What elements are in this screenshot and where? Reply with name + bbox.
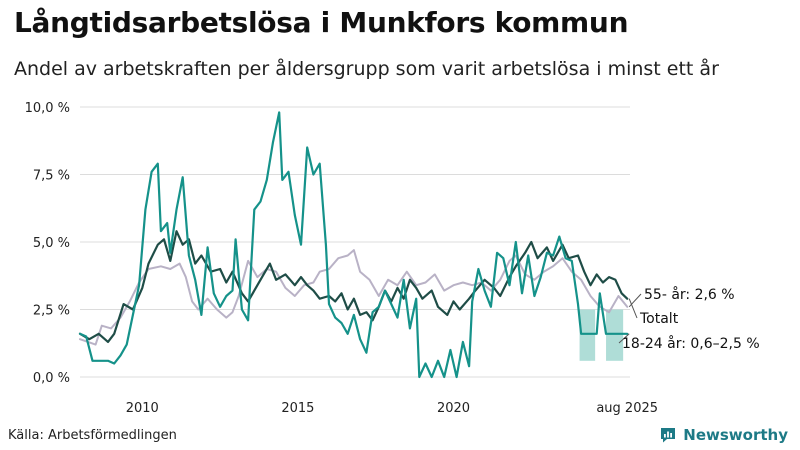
newsworthy-logo-icon [661, 428, 676, 443]
label-leader-youth [618, 333, 630, 344]
youth-range-band-0 [579, 309, 596, 361]
y-tick-label-3: 7,5 % [33, 169, 70, 184]
brand-name: Newsworthy [683, 426, 788, 444]
y-tick-label-2: 5,0 % [33, 236, 70, 251]
youth-range-band-1 [606, 309, 624, 361]
series-label-total: Totalt [639, 311, 679, 327]
series-label-youth: 18-24 år: 0,6–2,5 % [622, 335, 760, 352]
brand[interactable]: Newsworthy [659, 425, 788, 445]
series-line-youth [78, 111, 629, 379]
x-tick-label-0: 2010 [126, 401, 159, 416]
series-line-total [78, 230, 629, 343]
series-line-older [79, 249, 629, 346]
x-tick-label-1: 2015 [281, 401, 314, 416]
label-leader-total [628, 298, 638, 319]
series-label-older: 55- år: 2,6 % [644, 286, 735, 303]
y-tick-label-1: 2,5 % [33, 304, 70, 319]
y-tick-label-4: 10,0 % [25, 101, 70, 116]
y-tick-label-0: 0,0 % [33, 371, 70, 386]
x-tick-label-3: aug 2025 [596, 401, 658, 416]
x-tick-label-2: 2020 [437, 401, 470, 416]
label-leader-older [628, 293, 642, 308]
source-note: Källa: Arbetsförmedlingen [8, 428, 177, 443]
chart-subtitle: Andel av arbetskraften per åldersgrupp s… [14, 58, 719, 80]
chart-title: Långtidsarbetslösa i Munkfors kommun [14, 6, 629, 39]
